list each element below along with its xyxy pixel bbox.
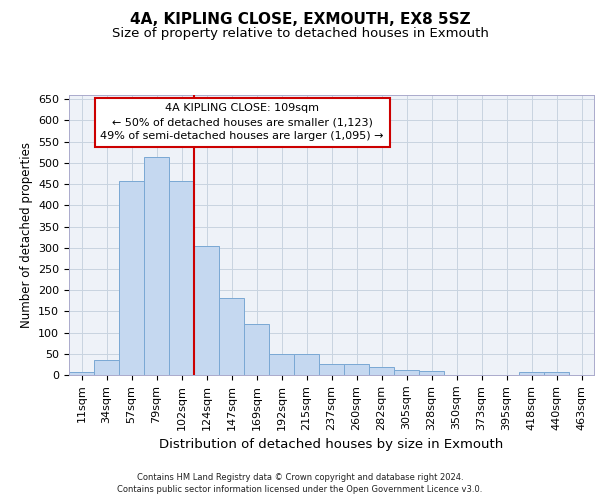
Bar [169,180,194,375]
Bar [144,156,169,375]
Bar [294,354,319,375]
Text: Contains HM Land Registry data © Crown copyright and database right 2024.: Contains HM Land Registry data © Crown c… [137,472,463,482]
Y-axis label: Number of detached properties: Number of detached properties [20,142,32,328]
Text: Size of property relative to detached houses in Exmouth: Size of property relative to detached ho… [112,28,488,40]
Bar [194,246,219,375]
Bar [269,354,294,375]
Text: 4A KIPLING CLOSE: 109sqm
← 50% of detached houses are smaller (1,123)
49% of sem: 4A KIPLING CLOSE: 109sqm ← 50% of detach… [101,104,384,142]
Bar [519,372,544,375]
Bar [69,372,94,375]
X-axis label: Distribution of detached houses by size in Exmouth: Distribution of detached houses by size … [160,438,503,451]
Text: Contains public sector information licensed under the Open Government Licence v3: Contains public sector information licen… [118,485,482,494]
Bar [119,180,144,375]
Text: 4A, KIPLING CLOSE, EXMOUTH, EX8 5SZ: 4A, KIPLING CLOSE, EXMOUTH, EX8 5SZ [130,12,470,28]
Bar [244,324,269,375]
Bar [419,371,444,375]
Bar [544,372,569,375]
Bar [219,298,244,375]
Bar [94,360,119,375]
Bar [319,364,344,375]
Bar [394,370,419,375]
Bar [344,364,369,375]
Bar [369,366,394,375]
